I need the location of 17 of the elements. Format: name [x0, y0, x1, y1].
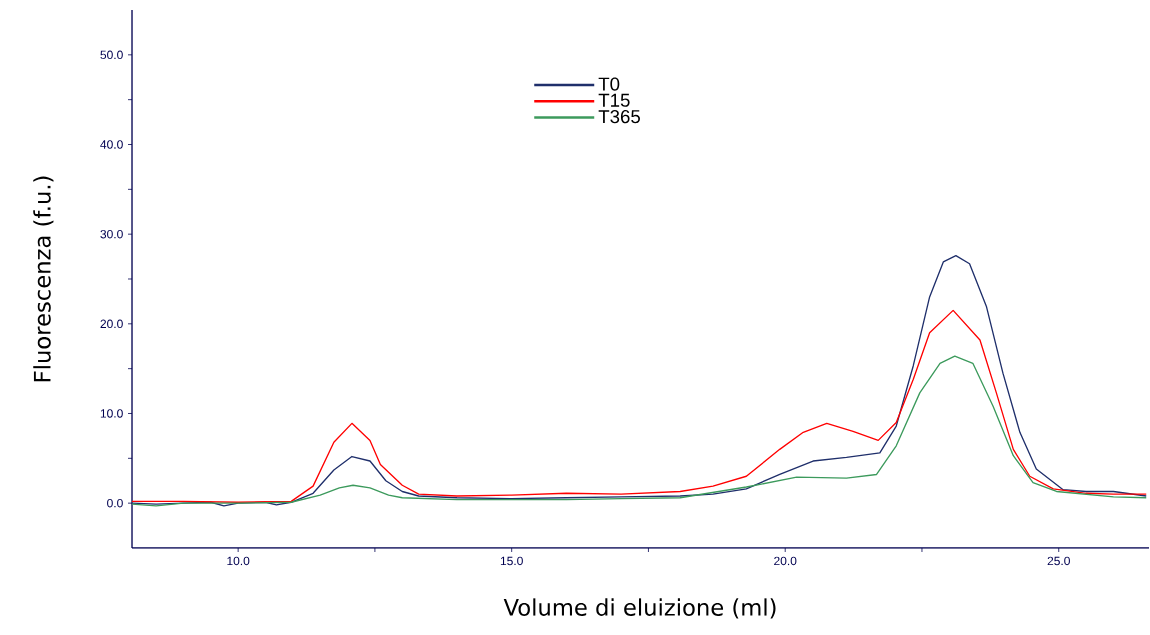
y-tick-label: 50.0	[100, 50, 123, 60]
y-tick-label: 30.0	[100, 229, 123, 239]
y-tick-label: 10.0	[100, 409, 123, 418]
x-tick-label: 10.0	[227, 556, 250, 566]
x-axis-title: Volume di eluizione (ml)	[503, 598, 776, 619]
y-axis-title: Fluorescenza (f.u.)	[33, 176, 54, 382]
line-series	[132, 255, 1147, 507]
legend-label: T0	[598, 77, 620, 91]
y-tick-label: 20.0	[100, 319, 123, 329]
legend-label: T365	[598, 110, 640, 124]
x-tick-label: 25.0	[1047, 556, 1070, 566]
x-tick-label: 15.0	[500, 556, 523, 566]
x-tick-label: 20.0	[774, 556, 797, 566]
y-tick-label: 40.0	[100, 140, 123, 149]
legend-label: T15	[598, 93, 630, 107]
y-tick-label: 0.0	[107, 498, 123, 508]
line-series	[132, 309, 1147, 503]
